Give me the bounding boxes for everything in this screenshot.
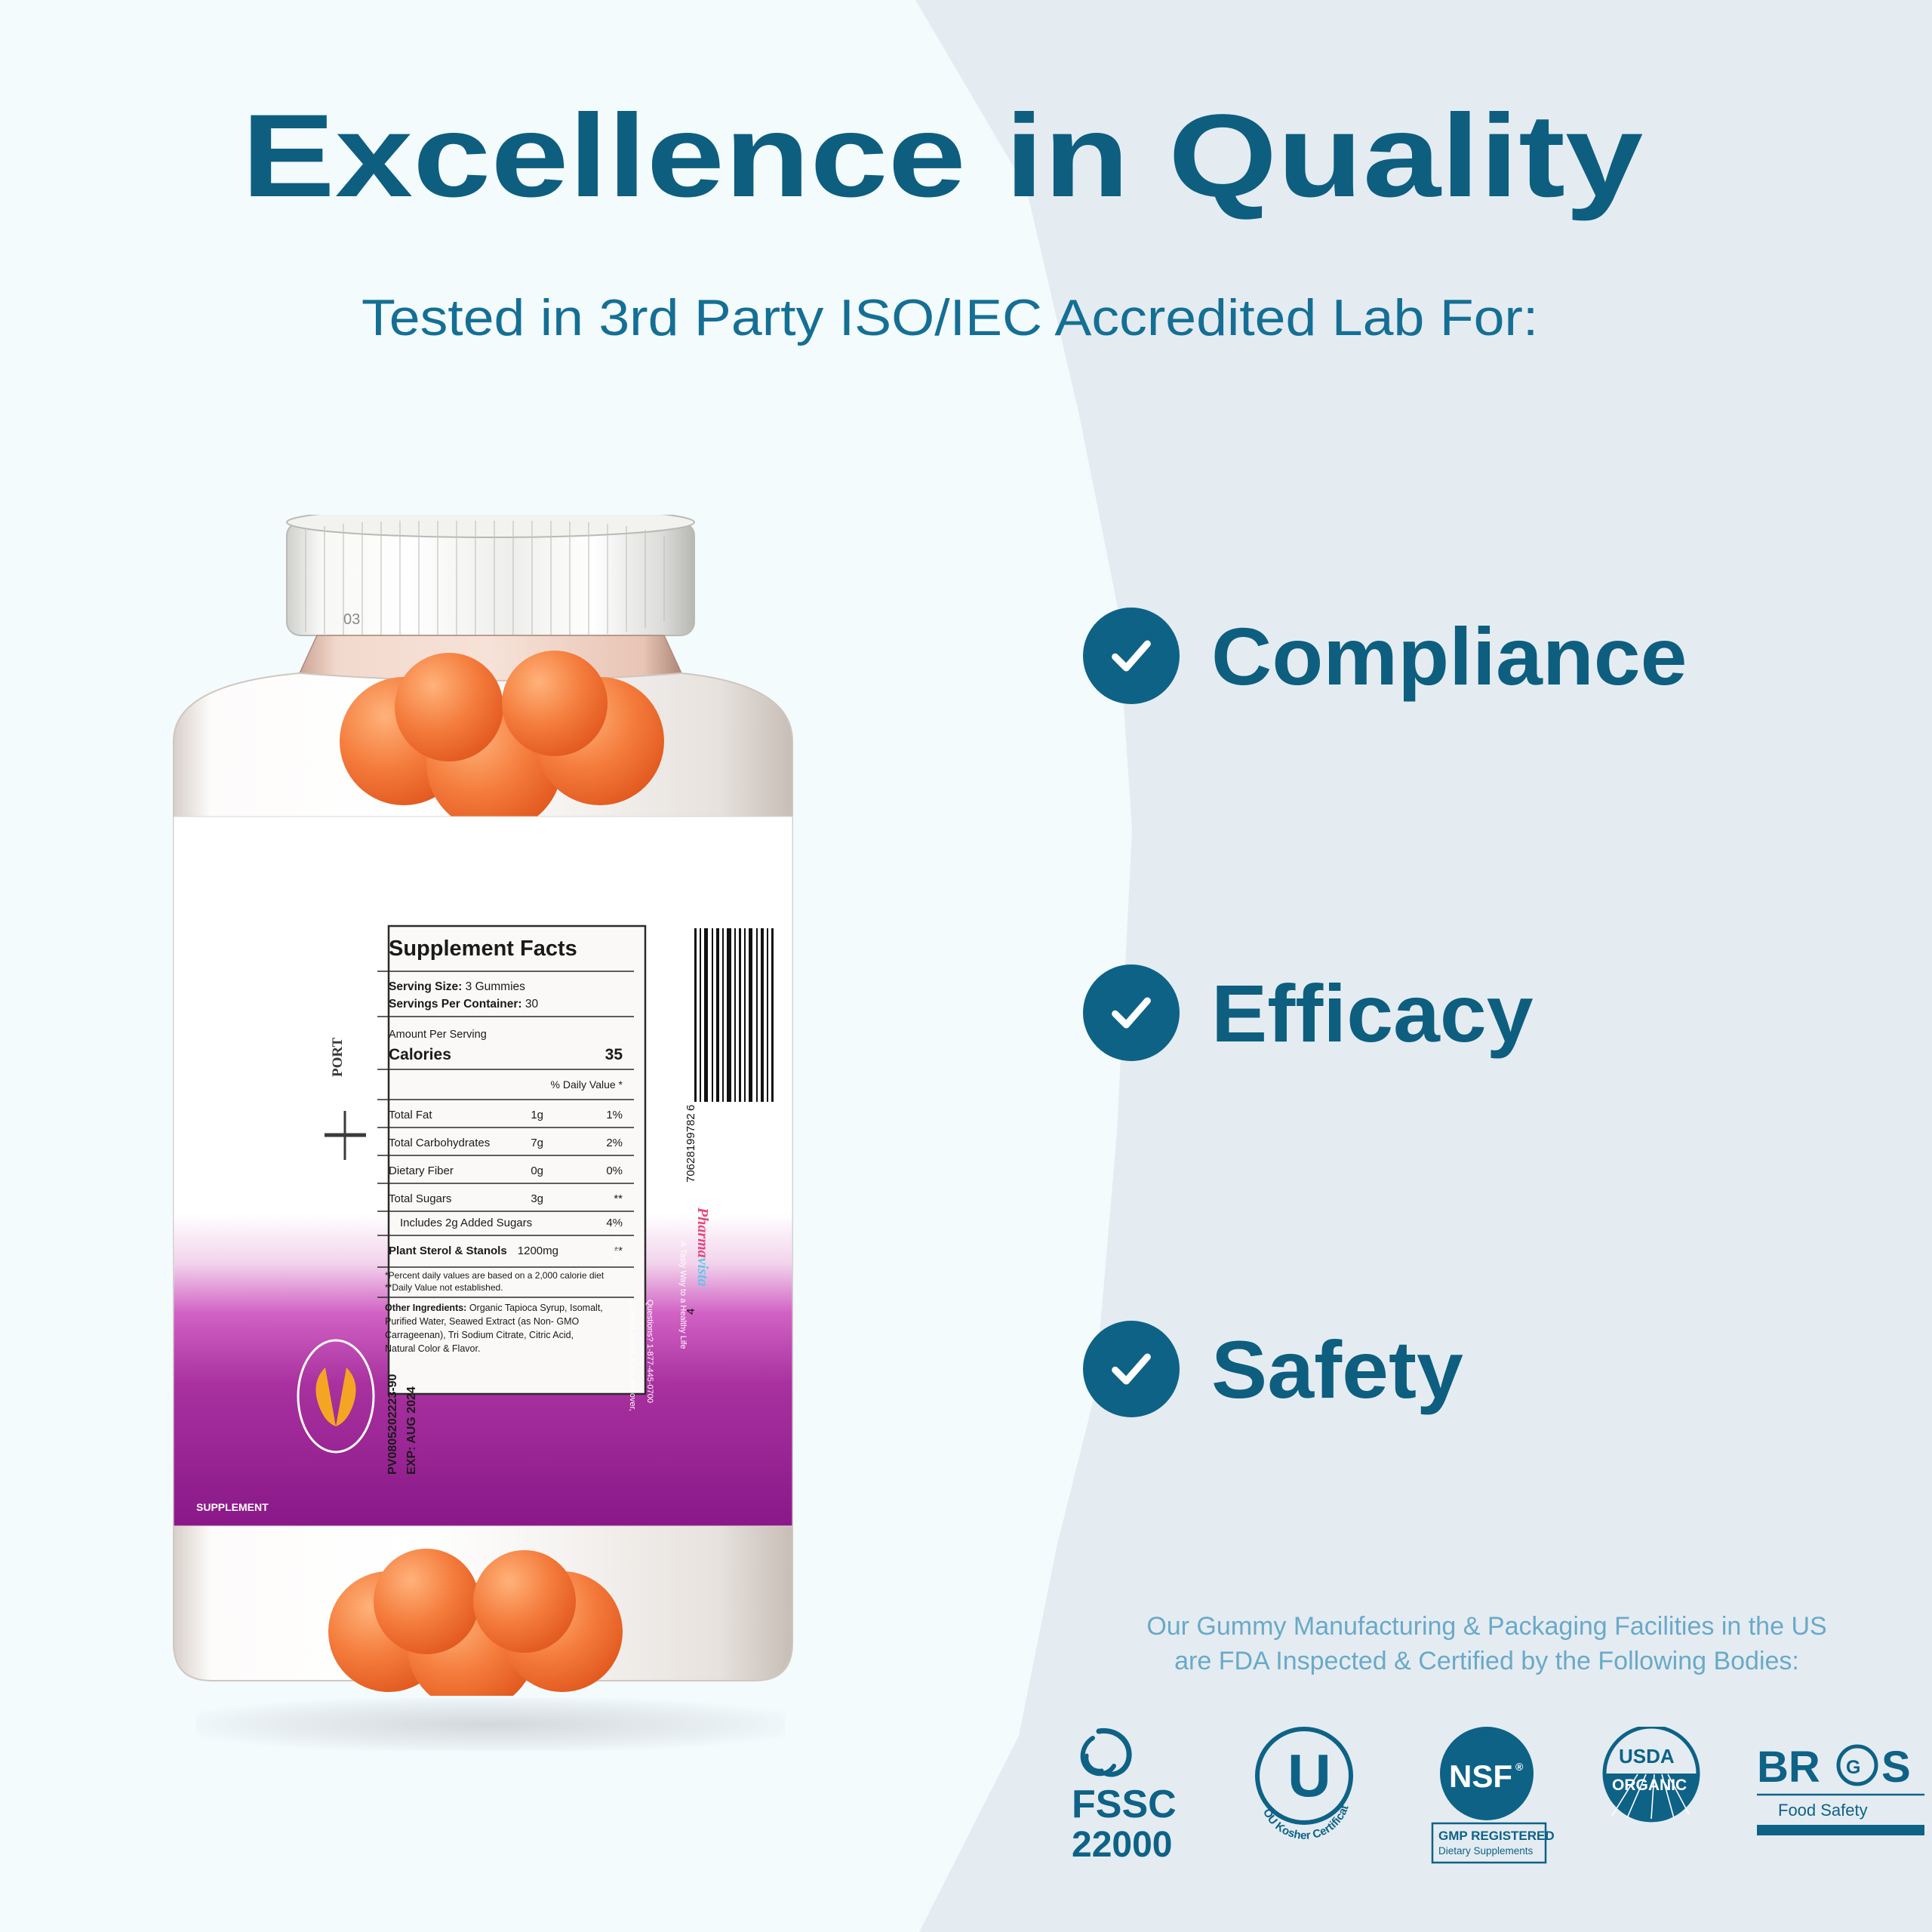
svg-text:Amount Per Serving: Amount Per Serving [389,1029,487,1041]
svg-text:BR: BR [1757,1743,1820,1792]
svg-text:1200mg: 1200mg [518,1244,558,1257]
svg-text:Total Fat: Total Fat [389,1109,432,1121]
svg-text:Total Sugars: Total Sugars [389,1192,451,1205]
svg-text:Calories: Calories [389,1046,451,1063]
svg-text:®: ® [1515,1761,1524,1773]
svg-text:0g: 0g [531,1164,543,1177]
svg-text:NJ 07936: NJ 07936 [612,1224,621,1260]
svg-text:2%: 2% [606,1137,623,1149]
svg-text:EXP: AUG 2024: EXP: AUG 2024 [405,1386,418,1475]
svg-text:U: U [1287,1742,1331,1809]
svg-text:**Daily Value not established.: **Daily Value not established. [385,1282,503,1293]
svg-text:*Percent daily values are base: *Percent daily values are based on a 2,0… [385,1270,605,1281]
svg-text:Manufactured and Distributed b: Manufactured and Distributed by : [662,1043,670,1151]
svg-text:Total Carbohydrates: Total Carbohydrates [389,1137,490,1149]
svg-text:Servings Per Container: 30: Servings Per Container: 30 [389,998,539,1011]
svg-text:22000: 22000 [1072,1825,1172,1865]
svg-text:Dietary Fiber: Dietary Fiber [389,1164,454,1177]
svg-text:Natural Color & Flavor.: Natural Color & Flavor. [385,1343,480,1354]
svg-text:USDA: USDA [1619,1745,1675,1767]
svg-text:7g: 7g [531,1137,543,1149]
svg-text:GMP REGISTERED: GMP REGISTERED [1438,1829,1555,1843]
svg-text:FSSC: FSSC [1072,1783,1177,1826]
svg-text:PORT: PORT [330,1038,346,1077]
svg-text:35: 35 [605,1046,623,1063]
svg-text:Dietary Supplements: Dietary Supplements [1438,1845,1534,1857]
svg-text:Questions? 1-877-445-0700: Questions? 1-877-445-0700 [645,1300,654,1403]
svg-text:G: G [1846,1757,1860,1778]
svg-text:A Tasty Way to a Healthy Life: A Tasty Way to a Healthy Life [678,1241,688,1349]
svg-text:Food Safety: Food Safety [1778,1801,1868,1820]
svg-text:Plant Sterol & Stanols: Plant Sterol & Stanols [389,1244,507,1257]
svg-text:1g: 1g [531,1109,543,1121]
svg-text:% Daily Value *: % Daily Value * [551,1078,623,1091]
svg-text:70628199782: 70628199782 [685,1113,697,1183]
svg-text:0%: 0% [606,1164,623,1177]
svg-text:PV0805202223-90: PV0805202223-90 [386,1374,399,1475]
svg-text:Purified Water, Seawed Extract: Purified Water, Seawed Extract (as Non- … [385,1316,580,1327]
svg-text:SUPPLEMENT: SUPPLEMENT [196,1501,269,1513]
svg-text:Other Ingredients: Organic Tap: Other Ingredients: Organic Tapioca Syrup… [385,1303,603,1313]
svg-text:3g: 3g [531,1192,543,1205]
svg-text:Serving Size: 3 Gummies: Serving Size: 3 Gummies [389,980,525,993]
svg-text:ORGANIC: ORGANIC [1612,1777,1687,1794]
svg-text:S: S [1881,1743,1911,1792]
svg-text:Supplement Facts: Supplement Facts [389,937,577,961]
svg-text:1%: 1% [606,1109,623,1121]
svg-text:NSF: NSF [1449,1758,1512,1794]
svg-text:Carrageenan), Tri Sodium Citra: Carrageenan), Tri Sodium Citrate, Citric… [385,1330,574,1340]
svg-text:6: 6 [685,1105,697,1111]
svg-text:Includes 2g Added Sugars: Includes 2g Added Sugars [400,1217,532,1229]
svg-text:**: ** [614,1192,623,1205]
svg-text:03: 03 [343,611,360,628]
svg-text:Pharmavista: Pharmavista [694,1207,711,1286]
svg-text:19 West Street, East Hanover,: 19 West Street, East Hanover, [628,1300,637,1411]
